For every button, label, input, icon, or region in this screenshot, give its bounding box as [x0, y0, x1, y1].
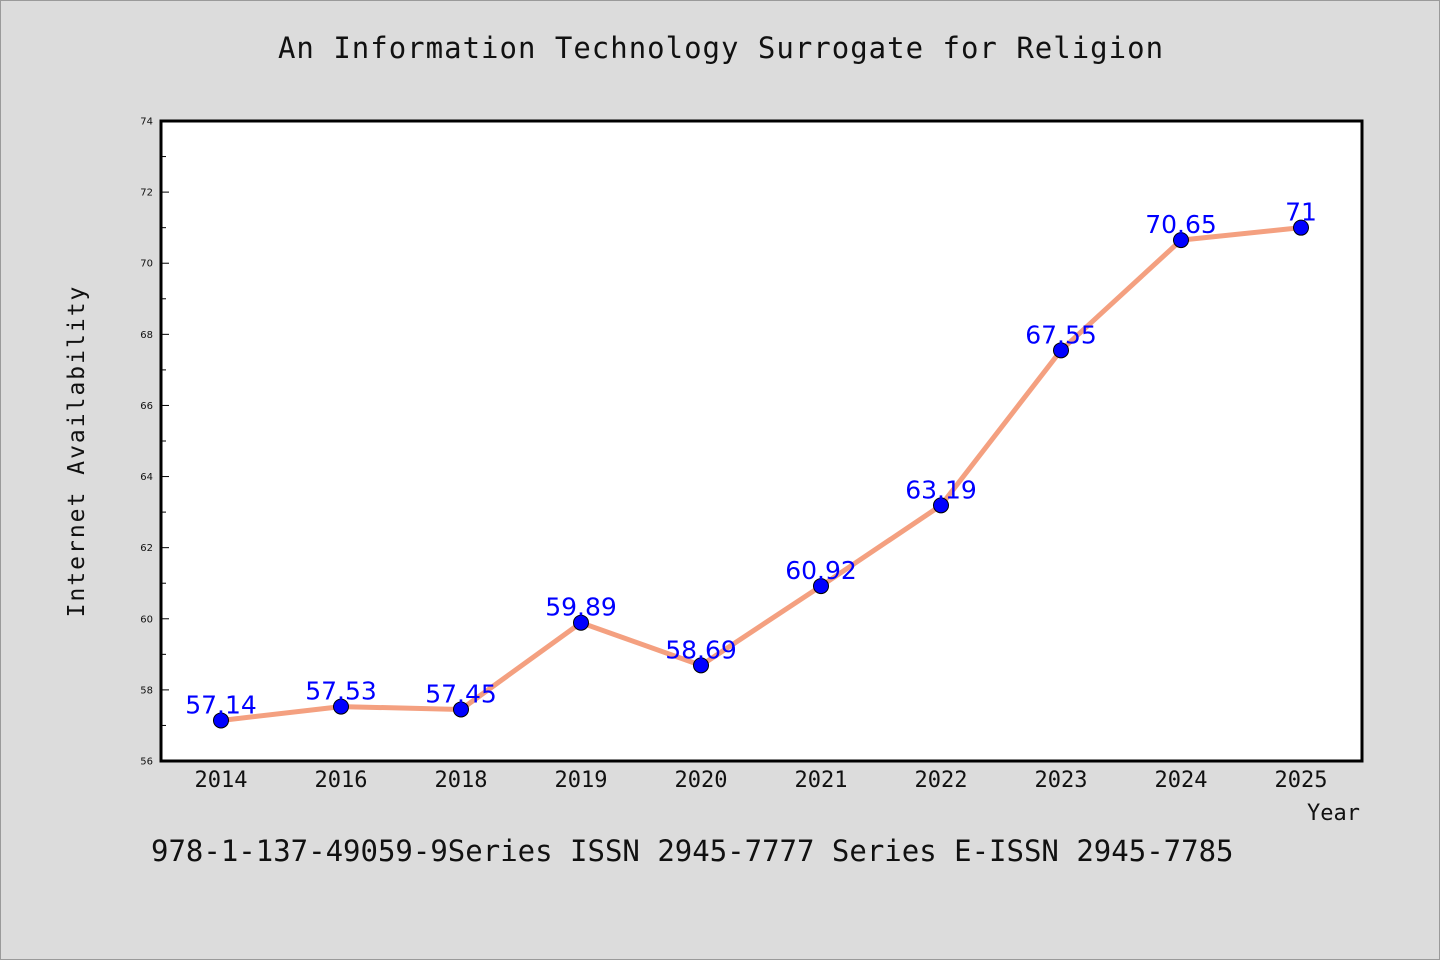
- chart-title: An Information Technology Surrogate for …: [277, 31, 1165, 65]
- isbn-issn-footer: 978-1-137-49059-9Series ISSN 2945-7777 S…: [151, 834, 1234, 868]
- x-tick-label: 2024: [1155, 768, 1208, 793]
- series: 57.14 57.53 57.45 59.89 58.69 60.92 63.19 67.55…: [185, 198, 1317, 729]
- y-tick-label: 64: [140, 472, 153, 483]
- data-point: [213, 712, 229, 729]
- y-tick-label: 56: [140, 757, 153, 768]
- data-label: 71: [1285, 198, 1317, 227]
- data-label: 57.14: [185, 690, 257, 719]
- data-label: 63.19: [905, 475, 977, 504]
- data-label: 67.55: [1025, 320, 1097, 349]
- data-point: [933, 497, 949, 514]
- series-line: [218, 225, 1304, 723]
- x-tick-label: 2025: [1275, 768, 1328, 793]
- x-tick-label: 2020: [675, 768, 728, 793]
- y-axis: 56 58 60 62 64 66 68 70 72 74: [140, 117, 169, 768]
- data-point: [333, 698, 349, 715]
- y-tick-label: 72: [140, 188, 153, 199]
- plot-frame: [159, 119, 1364, 763]
- x-tick-label: 2019: [555, 768, 608, 793]
- y-tick-label: 70: [140, 259, 153, 270]
- x-axis: 2014 2016 2018 2019 2020 2021 2022 2023 2024 2025: [195, 768, 1328, 793]
- data-label: 60.92: [785, 556, 857, 585]
- data-point: [693, 657, 709, 674]
- data-point: [1173, 232, 1189, 249]
- x-tick-label: 2014: [195, 768, 248, 793]
- x-tick-label: 2018: [435, 768, 488, 793]
- data-point: [1293, 219, 1309, 236]
- x-tick-label: 2022: [915, 768, 968, 793]
- y-tick-label: 58: [140, 685, 153, 696]
- x-tick-label: 2016: [315, 768, 368, 793]
- data-point: [453, 701, 469, 718]
- data-point: [573, 614, 589, 631]
- data-label: 70.65: [1145, 210, 1217, 239]
- y-tick-label: 74: [140, 117, 153, 128]
- data-label: 58.69: [665, 635, 737, 664]
- x-tick-label: 2023: [1035, 768, 1088, 793]
- y-tick-label: 66: [140, 401, 153, 412]
- y-tick-label: 62: [140, 543, 153, 554]
- plot-area: [161, 121, 1362, 761]
- y-tick-label: 60: [140, 614, 153, 625]
- data-point: [813, 578, 829, 595]
- x-axis-label: Year: [1307, 801, 1360, 826]
- data-label: 57.53: [305, 677, 377, 706]
- y-tick-label: 68: [140, 330, 153, 341]
- x-tick-label: 2021: [795, 768, 848, 793]
- data-label: 57.45: [425, 679, 497, 708]
- data-point: [1053, 342, 1069, 359]
- data-label: 59.89: [545, 593, 617, 622]
